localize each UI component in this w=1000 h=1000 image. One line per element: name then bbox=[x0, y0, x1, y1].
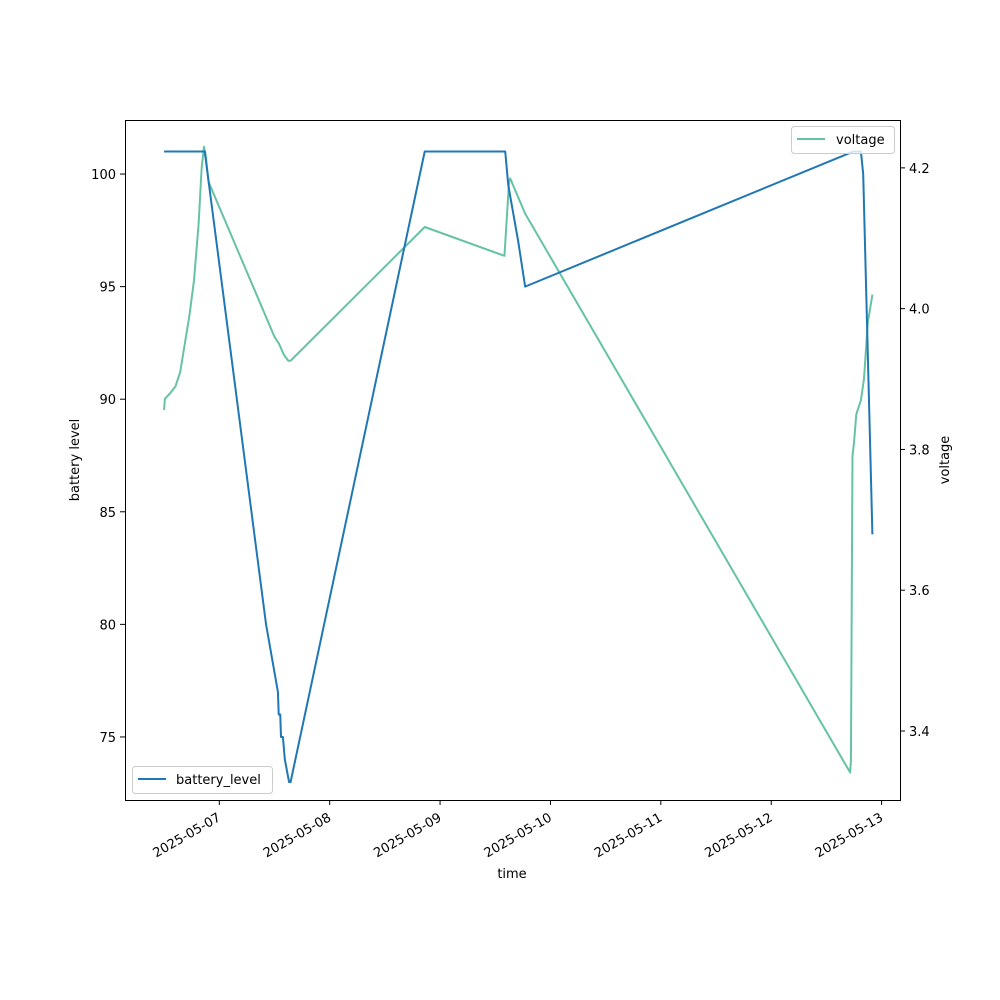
y-axis-left-label: battery level bbox=[68, 419, 83, 502]
y-left-tick-label: 100 bbox=[91, 168, 116, 183]
y-left-tick-label: 90 bbox=[99, 393, 116, 408]
y-right-tick-label: 3.4 bbox=[909, 725, 930, 740]
y-right-tick-label: 3.6 bbox=[909, 584, 930, 599]
legend-battery-label: battery_level bbox=[176, 773, 261, 788]
y-right-tick-label: 4.2 bbox=[909, 162, 930, 177]
series-layer bbox=[163, 145, 874, 783]
y-axis-right: 3.4 3.6 3.8 4.0 4.2 bbox=[900, 162, 930, 740]
legend-voltage-label: voltage bbox=[836, 133, 885, 148]
legend-battery-box bbox=[132, 766, 273, 794]
plot-frame bbox=[125, 120, 901, 801]
y-axis-right-label: voltage bbox=[938, 436, 953, 485]
legend-battery: battery_level bbox=[132, 766, 273, 794]
y-left-tick-label: 80 bbox=[99, 618, 116, 633]
legend-voltage-box bbox=[791, 126, 895, 154]
series-line-voltage bbox=[163, 145, 874, 774]
y-left-tick-label: 85 bbox=[99, 506, 116, 521]
x-axis-label: time bbox=[497, 867, 526, 882]
legend-voltage: voltage bbox=[791, 126, 895, 154]
y-right-tick-label: 3.8 bbox=[909, 443, 930, 458]
y-left-tick-label: 75 bbox=[99, 731, 116, 746]
y-axis-left: 75 80 85 90 95 100 bbox=[91, 168, 125, 746]
y-left-tick-label: 95 bbox=[99, 281, 116, 296]
y-right-tick-label: 4.0 bbox=[909, 303, 930, 318]
series-line-battery-level bbox=[164, 150, 874, 783]
